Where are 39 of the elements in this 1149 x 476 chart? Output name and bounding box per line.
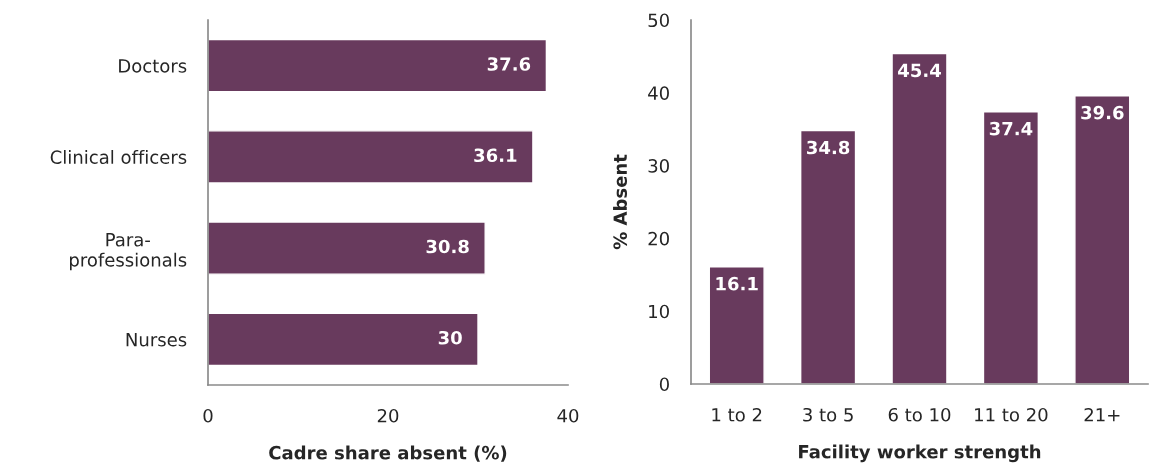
data-label: 34.8	[807, 140, 850, 155]
bar	[208, 221, 486, 275]
bar	[208, 38, 548, 93]
data-label: 36.1	[474, 148, 517, 163]
x-tick-label: 21+	[1084, 407, 1120, 422]
data-label: 39.6	[1081, 105, 1124, 120]
data-label: 45.4	[898, 63, 941, 78]
bar	[982, 111, 1040, 384]
data-label: 30	[438, 330, 462, 345]
y-tick-label: 0	[659, 377, 669, 392]
x-axis-title: Facility worker strength	[799, 444, 1041, 463]
y-tick-label: 40	[648, 86, 669, 100]
y-tick-label: Doctors	[119, 59, 187, 73]
data-label: 30.8	[426, 239, 469, 254]
bar	[799, 129, 857, 384]
y-tick-label: 20	[648, 231, 669, 246]
bar	[891, 52, 948, 384]
x-tick-label: 40	[557, 408, 579, 423]
y-tick-label: 30	[648, 159, 669, 173]
y-tick-label: 50	[648, 13, 669, 28]
bar	[708, 266, 765, 384]
bar	[1074, 95, 1131, 384]
data-label: 37.6	[487, 57, 531, 71]
y-tick-label: Para- professionals	[70, 233, 187, 271]
data-label: 37.4	[989, 121, 1033, 136]
x-axis-title: Cadre share absent (%)	[269, 445, 507, 462]
x-tick-label: 20	[377, 408, 399, 423]
x-tick-label: 6 to 10	[888, 407, 951, 422]
y-tick-label: Nurses	[126, 333, 187, 347]
y-axis-title: % Absent	[613, 154, 628, 250]
y-tick-label: 10	[649, 304, 669, 319]
bar	[208, 130, 534, 184]
x-tick-label: 0	[203, 408, 213, 423]
bar	[208, 312, 479, 367]
x-tick-label: 11 to 20	[975, 407, 1048, 422]
x-tick-label: 1 to 2	[712, 407, 762, 422]
x-tick-label: 3 to 5	[803, 407, 853, 422]
y-tick-label: Clinical officers	[50, 150, 187, 164]
data-label: 16.1	[716, 276, 758, 291]
